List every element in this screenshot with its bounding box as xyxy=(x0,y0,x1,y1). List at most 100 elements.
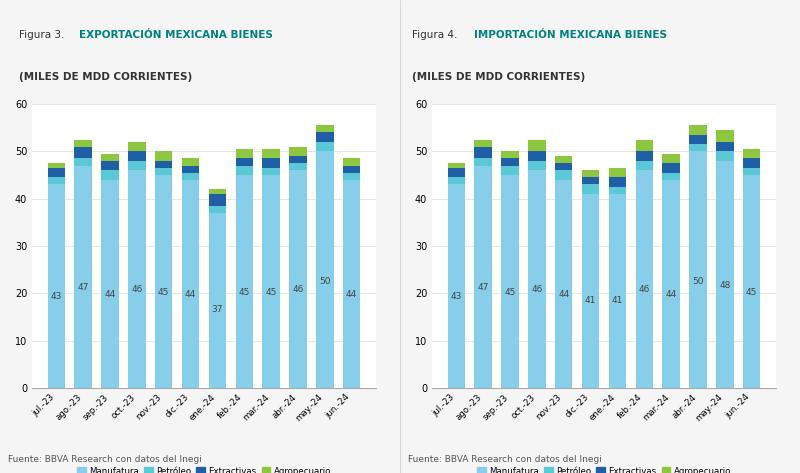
Bar xyxy=(343,173,360,180)
Text: Figura 4.: Figura 4. xyxy=(412,30,460,40)
Bar xyxy=(235,158,253,166)
Bar xyxy=(716,130,734,142)
Text: 44: 44 xyxy=(666,289,677,299)
Bar xyxy=(209,194,226,206)
Bar xyxy=(743,175,760,388)
Bar xyxy=(635,170,653,388)
Text: 43: 43 xyxy=(450,292,462,301)
Bar xyxy=(182,180,199,388)
Bar xyxy=(262,175,280,388)
Bar xyxy=(74,147,92,158)
Text: 47: 47 xyxy=(78,283,89,292)
Bar xyxy=(609,168,626,177)
Bar xyxy=(343,158,360,166)
Bar xyxy=(474,166,492,388)
Bar xyxy=(662,163,680,173)
Bar xyxy=(102,161,118,170)
Text: IMPORTACIÓN MEXICANA BIENES: IMPORTACIÓN MEXICANA BIENES xyxy=(474,30,667,40)
Text: 46: 46 xyxy=(638,285,650,295)
Bar xyxy=(290,170,306,388)
Bar xyxy=(528,140,546,151)
Bar xyxy=(448,168,465,177)
Bar xyxy=(609,177,626,187)
Bar xyxy=(555,163,573,170)
Bar xyxy=(102,180,118,388)
Text: 37: 37 xyxy=(212,305,223,314)
Bar xyxy=(128,161,146,170)
Bar xyxy=(690,144,706,151)
Bar xyxy=(102,154,118,161)
Bar xyxy=(635,161,653,170)
Bar xyxy=(502,166,518,175)
Bar xyxy=(316,125,334,132)
Bar xyxy=(690,125,706,135)
Text: Figura 3.: Figura 3. xyxy=(19,30,68,40)
Bar xyxy=(316,151,334,388)
Bar xyxy=(474,140,492,147)
Bar xyxy=(474,147,492,158)
Bar xyxy=(502,151,518,158)
Text: 45: 45 xyxy=(746,288,758,297)
Bar xyxy=(290,156,306,163)
Bar xyxy=(555,156,573,163)
Bar xyxy=(662,154,680,163)
Bar xyxy=(662,173,680,180)
Bar xyxy=(502,158,518,166)
Bar xyxy=(474,158,492,166)
Bar xyxy=(448,184,465,388)
Bar xyxy=(128,151,146,161)
Bar xyxy=(155,175,173,388)
Bar xyxy=(209,189,226,194)
Bar xyxy=(182,173,199,180)
Bar xyxy=(235,166,253,175)
Text: Fuente: BBVA Research con datos del Inegi: Fuente: BBVA Research con datos del Ineg… xyxy=(408,455,602,464)
Bar xyxy=(662,180,680,388)
Bar xyxy=(716,142,734,151)
Text: 44: 44 xyxy=(346,289,358,299)
Bar xyxy=(262,149,280,158)
Bar xyxy=(182,158,199,166)
Bar xyxy=(582,170,599,177)
Legend: Manufatura, Petróleo, Extractivas, Agropecuario: Manufatura, Petróleo, Extractivas, Agrop… xyxy=(74,463,334,473)
Text: 45: 45 xyxy=(504,288,516,297)
Bar xyxy=(74,166,92,388)
Bar xyxy=(316,142,334,151)
Bar xyxy=(235,175,253,388)
Bar xyxy=(48,184,65,388)
Text: 43: 43 xyxy=(50,292,62,301)
Bar xyxy=(716,151,734,161)
Legend: Manufatura, Petróleo, Extractivas, Agropecuario: Manufatura, Petróleo, Extractivas, Agrop… xyxy=(474,463,734,473)
Bar xyxy=(155,161,173,168)
Bar xyxy=(343,166,360,173)
Bar xyxy=(343,180,360,388)
Bar xyxy=(448,177,465,184)
Bar xyxy=(235,149,253,158)
Bar xyxy=(155,168,173,175)
Bar xyxy=(609,187,626,194)
Text: 45: 45 xyxy=(266,288,277,297)
Bar xyxy=(582,177,599,184)
Bar xyxy=(155,151,173,161)
Text: 44: 44 xyxy=(558,289,570,299)
Text: 45: 45 xyxy=(238,288,250,297)
Bar xyxy=(448,163,465,168)
Bar xyxy=(48,168,65,177)
Text: 46: 46 xyxy=(131,285,142,295)
Text: 41: 41 xyxy=(612,296,623,305)
Bar xyxy=(48,163,65,168)
Bar xyxy=(635,140,653,151)
Bar xyxy=(555,170,573,180)
Bar xyxy=(582,184,599,194)
Bar xyxy=(582,194,599,388)
Bar xyxy=(528,161,546,170)
Bar xyxy=(690,135,706,144)
Bar xyxy=(635,151,653,161)
Text: 44: 44 xyxy=(105,289,116,299)
Bar xyxy=(743,168,760,175)
Text: (MILES DE MDD CORRIENTES): (MILES DE MDD CORRIENTES) xyxy=(19,72,193,82)
Bar xyxy=(102,170,118,180)
Bar xyxy=(528,151,546,161)
Bar xyxy=(128,142,146,151)
Bar xyxy=(262,158,280,168)
Bar xyxy=(128,170,146,388)
